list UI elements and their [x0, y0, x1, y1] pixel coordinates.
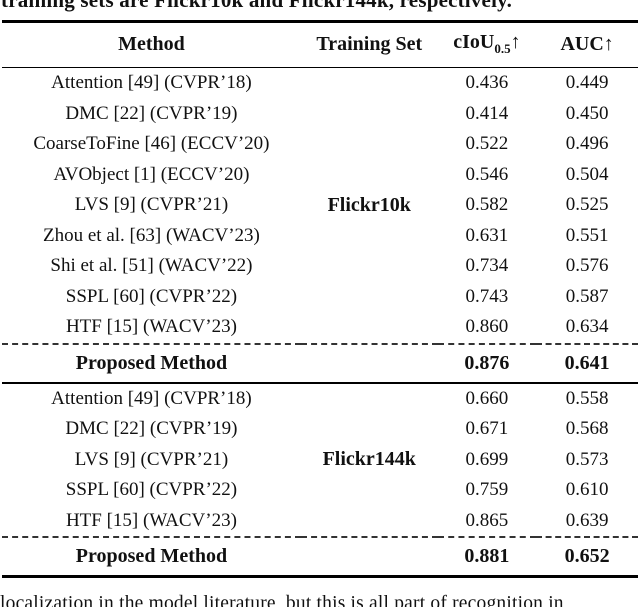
training-set-cell: [301, 221, 438, 252]
proposed-method-row: Proposed Method 0.876 0.641: [2, 342, 638, 383]
table-row: LVS [9] (CVPR’21) Flickr10k 0.582 0.525: [2, 190, 638, 221]
ciou-cell: 0.660: [437, 381, 537, 414]
method-cell: HTF [15] (WACV’23): [65, 509, 237, 531]
ciou-cell: 0.671: [465, 418, 509, 440]
ciou-cell: 0.881: [437, 536, 537, 578]
cropped-body-text: localization in the model literature, bu…: [0, 593, 564, 607]
ciou-cell: 0.631: [465, 224, 509, 246]
results-table: Method Training Set cIoU0.5↑ AUC↑ Attent…: [2, 20, 638, 578]
table-row: Attention [49] (CVPR’18) 0.436 0.449: [2, 68, 638, 99]
method-cell: SSPL [60] (CVPR’22): [65, 285, 238, 307]
training-set-cell: [301, 129, 438, 160]
proposed-method-row: Proposed Method 0.881 0.652: [2, 536, 638, 578]
up-arrow-icon: ↑: [510, 31, 521, 53]
ciou-cell: 0.734: [465, 255, 509, 277]
ciou-cell: 0.582: [465, 194, 509, 216]
auc-cell: 0.573: [565, 448, 609, 470]
method-cell: DMC [22] (CVPR’19): [65, 102, 238, 124]
method-cell: DMC [22] (CVPR’19): [65, 418, 238, 440]
method-cell: LVS [9] (CVPR’21): [74, 448, 229, 470]
training-set-cell: [300, 342, 438, 383]
auc-cell: 0.576: [565, 255, 609, 277]
training-set-cell: [300, 536, 438, 578]
ciou-cell: 0.414: [465, 102, 509, 124]
column-header-ciou: cIoU0.5↑: [437, 21, 537, 68]
auc-cell: 0.551: [565, 224, 609, 246]
method-cell: Proposed Method: [2, 342, 301, 383]
ciou-cell: 0.699: [465, 448, 509, 470]
table-row: CoarseToFine [46] (ECCV’20) 0.522 0.496: [2, 129, 638, 160]
ciou-label: cIoU: [453, 31, 495, 53]
ciou-cell: 0.876: [437, 342, 537, 383]
auc-cell: 0.504: [565, 163, 609, 185]
method-cell: Shi et al. [51] (WACV’22): [50, 255, 253, 277]
training-set-label: Flickr10k: [327, 193, 411, 216]
method-cell: Attention [49] (CVPR’18): [51, 72, 252, 94]
auc-cell: 0.496: [565, 133, 609, 155]
table-row: HTF [15] (WACV’23) 0.860 0.634: [2, 312, 638, 344]
auc-cell: 0.449: [565, 72, 609, 94]
ciou-cell: 0.759: [465, 479, 509, 501]
ciou-cell: 0.865: [465, 509, 509, 531]
auc-cell: 0.450: [565, 102, 609, 124]
method-cell: CoarseToFine [46] (ECCV’20): [33, 133, 270, 155]
method-cell: LVS [9] (CVPR’21): [74, 194, 229, 216]
header-row: Method Training Set cIoU0.5↑ AUC↑: [2, 21, 638, 68]
auc-cell: 0.568: [565, 418, 609, 440]
ciou-cell: 0.546: [465, 163, 509, 185]
training-set-cell: [301, 251, 438, 282]
auc-cell: 0.558: [536, 381, 638, 414]
auc-cell: 0.587: [565, 285, 609, 307]
auc-cell: 0.641: [536, 342, 638, 383]
table-row: SSPL [60] (CVPR’22) 0.743 0.587: [2, 282, 638, 313]
method-cell: Attention [49] (CVPR’18): [2, 381, 301, 414]
training-set-label: Flickr144k: [322, 448, 416, 471]
table-row: DMC [22] (CVPR’19) 0.671 0.568: [2, 414, 638, 445]
method-cell: Zhou et al. [63] (WACV’23): [43, 224, 260, 246]
table-row: Attention [49] (CVPR’18) 0.660 0.558: [2, 381, 638, 414]
training-set-cell: [301, 312, 438, 344]
training-set-cell: [301, 475, 438, 506]
training-set-cell: [301, 99, 438, 130]
table-row: Zhou et al. [63] (WACV’23) 0.631 0.551: [2, 221, 638, 252]
method-cell: SSPL [60] (CVPR’22): [65, 479, 238, 501]
ciou-subscript: 0.5: [494, 41, 511, 56]
training-set-cell: [301, 160, 438, 191]
ciou-cell: 0.522: [465, 133, 509, 155]
method-cell: AVObject [1] (ECCV’20): [53, 163, 250, 185]
table-row: DMC [22] (CVPR’19) 0.414 0.450: [2, 99, 638, 130]
training-set-cell: [301, 68, 438, 99]
auc-cell: 0.639: [565, 509, 609, 531]
auc-cell: 0.610: [565, 479, 609, 501]
training-set-cell: [300, 381, 438, 414]
column-header-method: Method: [2, 21, 301, 68]
ciou-cell: 0.860: [465, 316, 509, 338]
training-set-cell: [301, 506, 438, 538]
column-header-auc: AUC↑: [536, 21, 638, 68]
training-set-cell: [301, 282, 438, 313]
table-row: AVObject [1] (ECCV’20) 0.546 0.504: [2, 160, 638, 191]
method-cell: HTF [15] (WACV’23): [65, 316, 237, 338]
table-row: HTF [15] (WACV’23) 0.865 0.639: [2, 506, 638, 538]
table-row: SSPL [60] (CVPR’22) 0.759 0.610: [2, 475, 638, 506]
ciou-cell: 0.743: [465, 285, 509, 307]
auc-cell: 0.525: [565, 194, 609, 216]
auc-cell: 0.634: [565, 316, 609, 338]
table-row: Shi et al. [51] (WACV’22) 0.734 0.576: [2, 251, 638, 282]
training-set-cell: [301, 414, 438, 445]
auc-cell: 0.652: [536, 536, 638, 578]
method-cell: Proposed Method: [2, 536, 301, 578]
cropped-table-caption: training sets are Flickr10k and Flickr14…: [1, 0, 513, 12]
ciou-cell: 0.436: [465, 72, 509, 94]
table-row: LVS [9] (CVPR’21) Flickr144k 0.699 0.573: [2, 445, 638, 476]
column-header-training-set: Training Set: [300, 21, 438, 68]
